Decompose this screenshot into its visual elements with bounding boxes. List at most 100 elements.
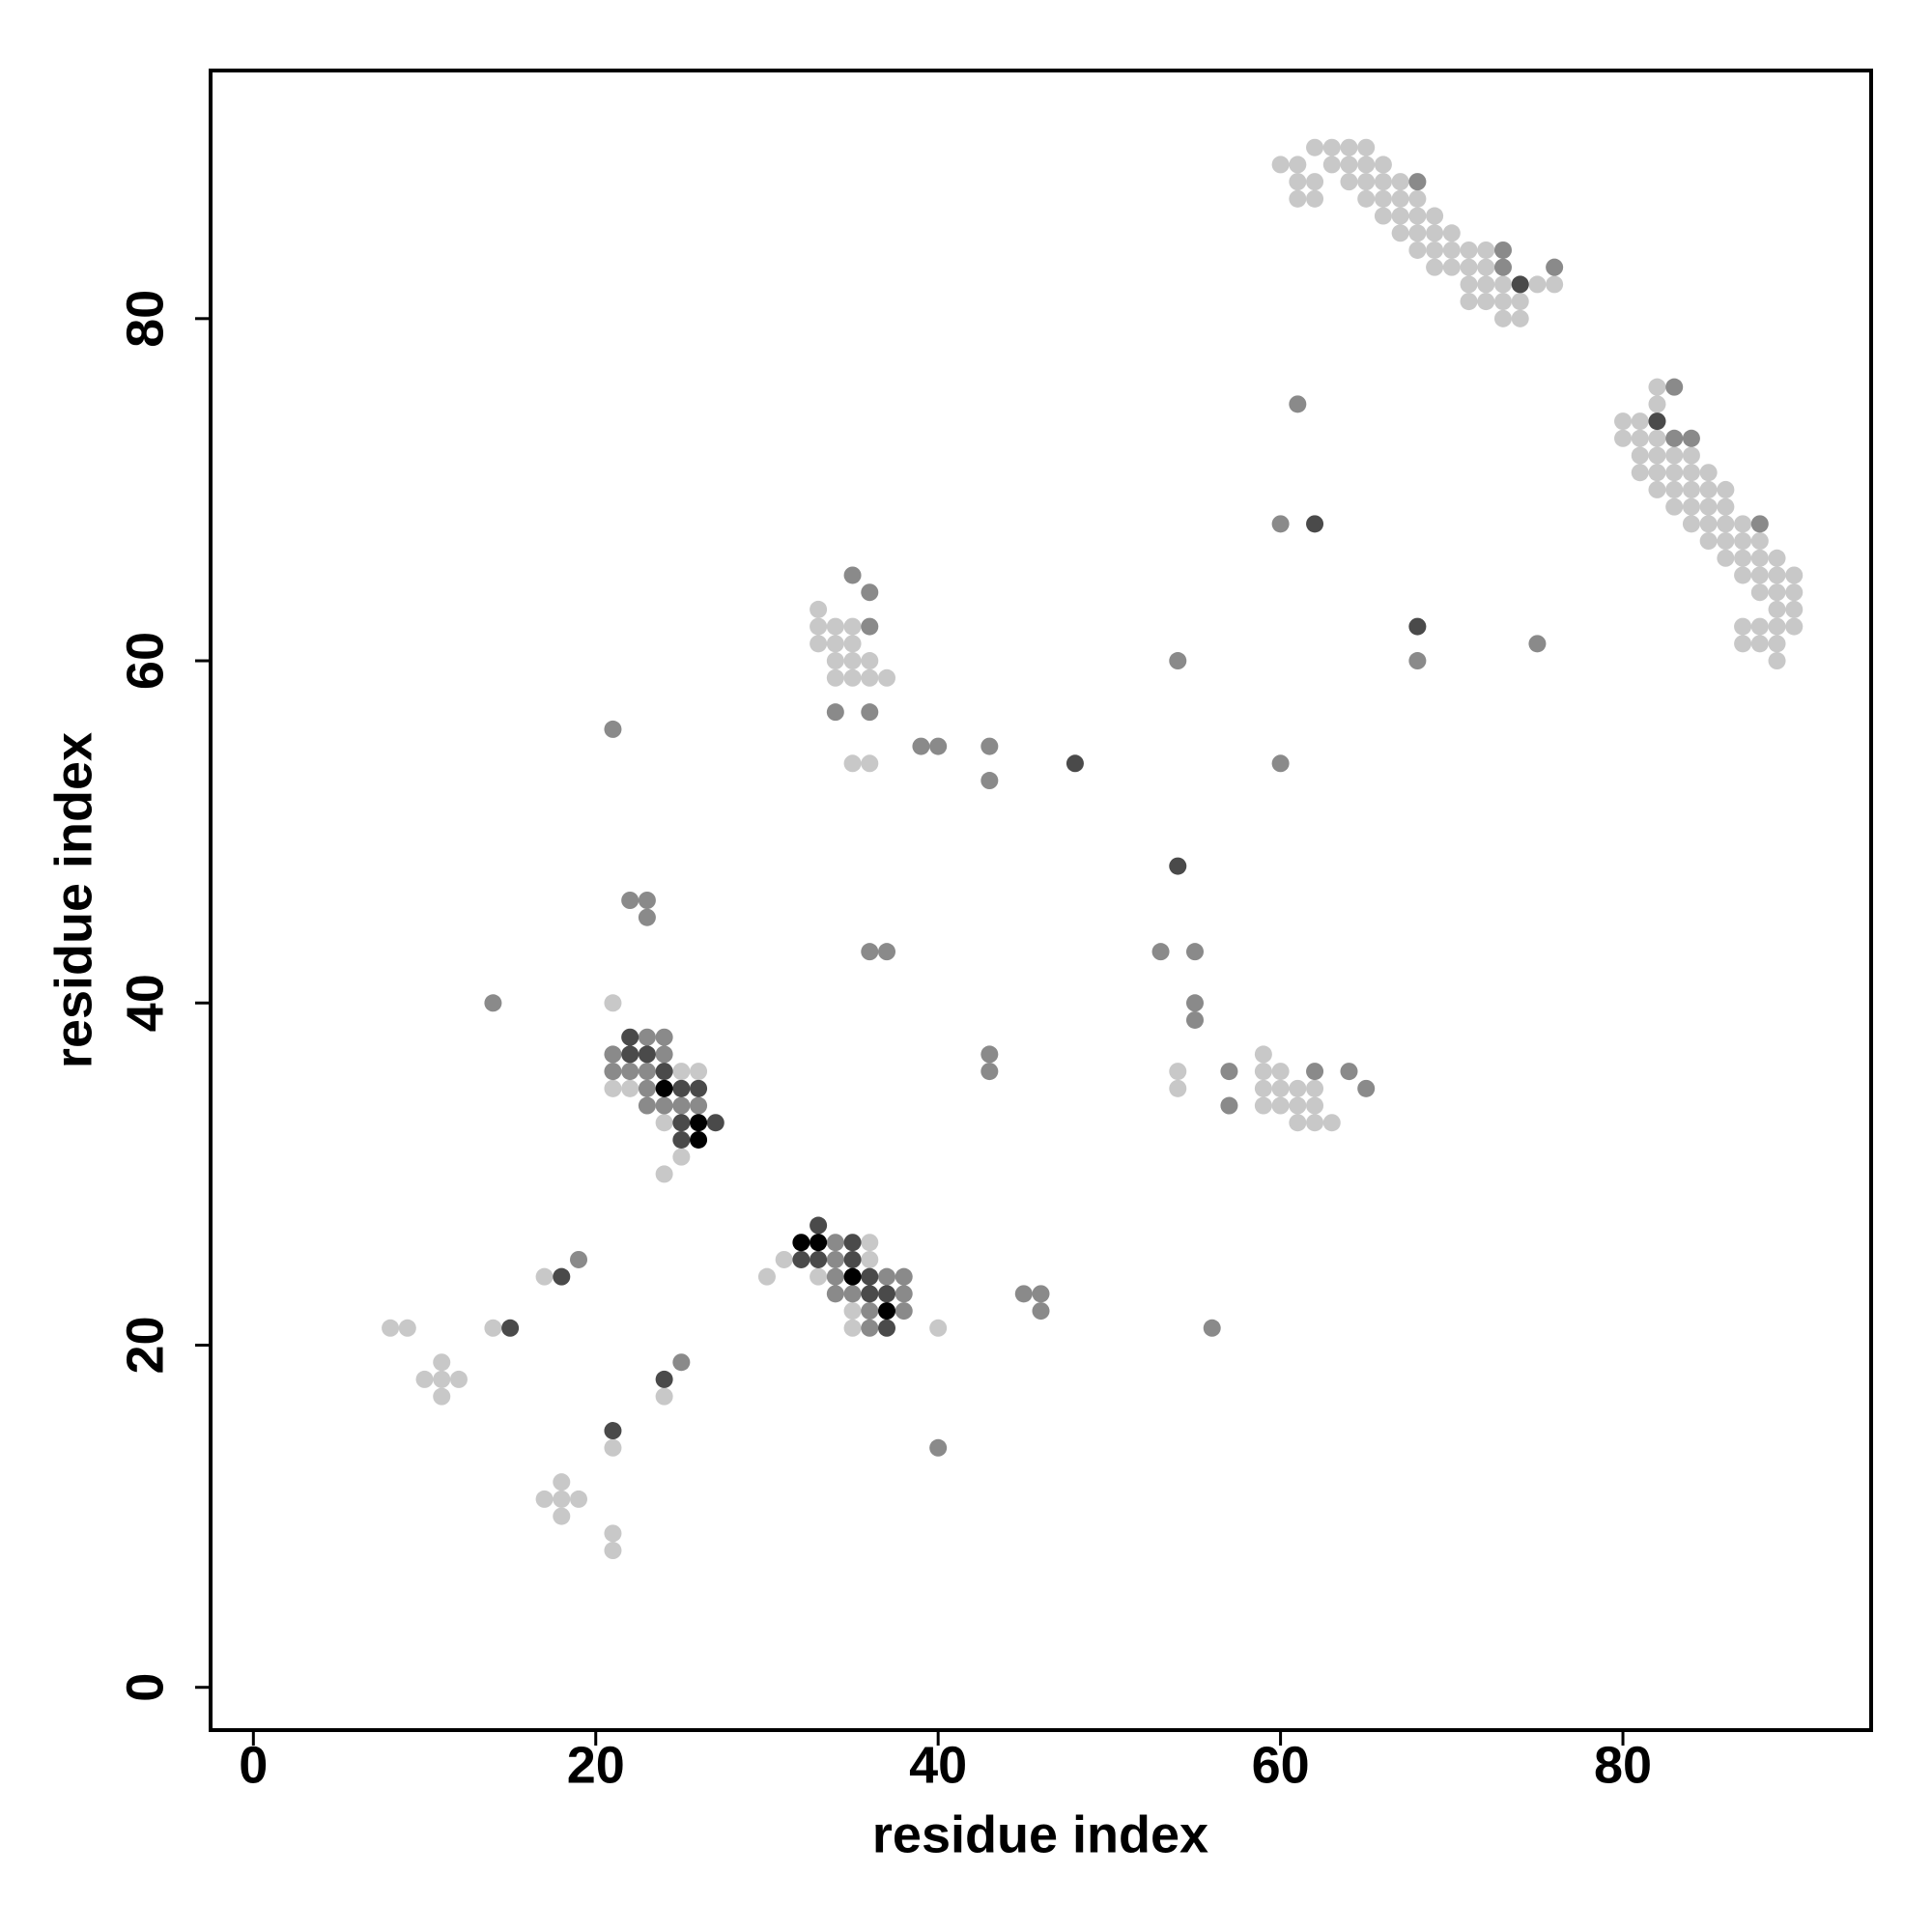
point xyxy=(621,1028,639,1046)
point xyxy=(690,1130,708,1149)
point xyxy=(1493,309,1512,327)
point xyxy=(1460,293,1478,311)
point xyxy=(1374,173,1392,191)
point xyxy=(1014,1285,1033,1303)
point xyxy=(810,1267,828,1286)
point xyxy=(1750,549,1769,567)
point xyxy=(1442,241,1461,259)
point xyxy=(1408,241,1427,259)
point xyxy=(792,1250,810,1268)
point xyxy=(1357,156,1376,174)
point xyxy=(1322,138,1341,156)
point xyxy=(672,1353,691,1372)
point xyxy=(843,617,862,636)
point xyxy=(1254,1063,1272,1081)
point xyxy=(878,1302,896,1321)
point xyxy=(1289,395,1307,413)
point xyxy=(980,1045,999,1064)
y-tick-label: 0 xyxy=(116,1673,174,1702)
point xyxy=(1032,1285,1050,1303)
point xyxy=(1220,1063,1238,1081)
point xyxy=(1750,532,1769,551)
point xyxy=(1665,464,1684,482)
point xyxy=(843,566,862,584)
point xyxy=(433,1353,451,1372)
point xyxy=(810,1250,828,1268)
point xyxy=(1271,1079,1290,1097)
point xyxy=(810,600,828,618)
point xyxy=(810,1234,828,1252)
point xyxy=(655,1045,673,1064)
point xyxy=(1169,1063,1187,1081)
point xyxy=(1374,207,1392,225)
point xyxy=(895,1267,913,1286)
point xyxy=(655,1370,673,1388)
point xyxy=(1665,446,1684,465)
point xyxy=(1391,173,1409,191)
point xyxy=(604,1045,622,1064)
point xyxy=(980,737,999,755)
point xyxy=(1306,189,1324,208)
point xyxy=(1528,635,1547,653)
point xyxy=(1750,566,1769,584)
point xyxy=(1442,224,1461,242)
point xyxy=(638,1028,656,1046)
point xyxy=(1306,138,1324,156)
point xyxy=(1682,429,1700,447)
point xyxy=(690,1114,708,1132)
point xyxy=(878,668,896,687)
x-tick-label: 20 xyxy=(567,1736,625,1794)
point xyxy=(1220,1096,1238,1115)
point xyxy=(1682,480,1700,498)
point xyxy=(1665,497,1684,516)
y-tick-label: 40 xyxy=(116,974,174,1032)
point xyxy=(1271,754,1290,773)
point xyxy=(1169,1079,1187,1097)
point xyxy=(1374,156,1392,174)
point xyxy=(980,1063,999,1081)
point xyxy=(1391,207,1409,225)
point xyxy=(1322,156,1341,174)
point xyxy=(826,1267,844,1286)
x-tick-label: 80 xyxy=(1594,1736,1652,1794)
point xyxy=(1717,532,1735,551)
point xyxy=(1289,173,1307,191)
point xyxy=(501,1319,520,1337)
point xyxy=(1493,241,1512,259)
point xyxy=(843,1234,862,1252)
point xyxy=(1477,293,1495,311)
y-axis-title: residue index xyxy=(44,732,102,1068)
point xyxy=(826,668,844,687)
point xyxy=(843,668,862,687)
point xyxy=(604,1079,622,1097)
point xyxy=(1648,378,1666,396)
point xyxy=(1203,1319,1221,1337)
point xyxy=(826,1250,844,1268)
point xyxy=(1785,600,1804,618)
point xyxy=(843,1319,862,1337)
point xyxy=(1734,566,1752,584)
point xyxy=(1768,583,1786,602)
point xyxy=(672,1079,691,1097)
point xyxy=(655,1387,673,1406)
point xyxy=(1306,1079,1324,1097)
point xyxy=(1648,446,1666,465)
point xyxy=(570,1490,588,1508)
point xyxy=(553,1507,571,1525)
point xyxy=(655,1096,673,1115)
point xyxy=(826,1234,844,1252)
point xyxy=(1665,429,1684,447)
point xyxy=(1493,258,1512,276)
point xyxy=(1648,429,1666,447)
point xyxy=(1682,464,1700,482)
point xyxy=(1289,156,1307,174)
point xyxy=(1648,480,1666,498)
x-tick-label: 0 xyxy=(239,1736,268,1794)
point xyxy=(810,635,828,653)
point xyxy=(553,1267,571,1286)
point xyxy=(843,754,862,773)
point xyxy=(1734,532,1752,551)
point xyxy=(1511,309,1529,327)
point xyxy=(843,1302,862,1321)
